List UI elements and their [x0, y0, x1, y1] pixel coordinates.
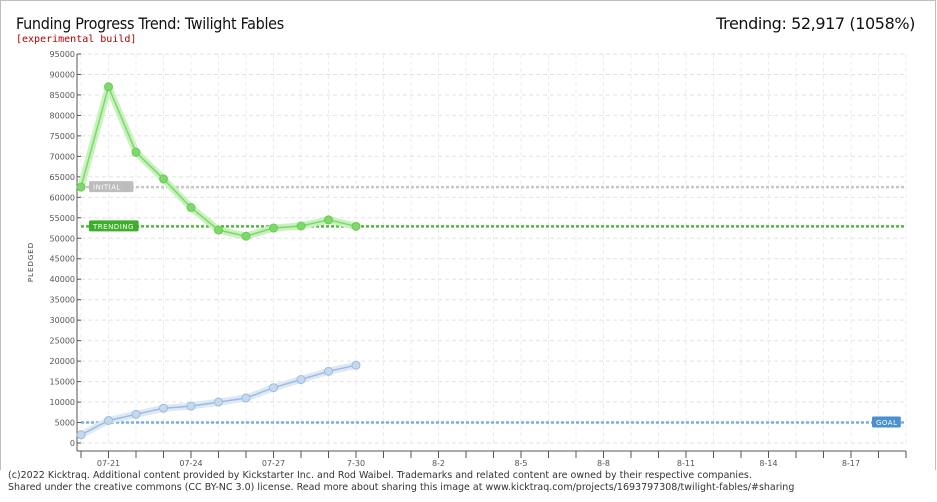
- x-tick-label: 7-30: [347, 459, 365, 468]
- data-point-pledged: [351, 360, 361, 370]
- data-point-trend: [296, 221, 306, 231]
- data-point-trend: [269, 223, 278, 233]
- data-point-pledged: [324, 366, 333, 376]
- y-tick-label: 0: [70, 439, 75, 448]
- y-tick-label: 55000: [50, 214, 75, 223]
- y-tick-label: 75000: [50, 132, 75, 141]
- data-point-pledged: [241, 393, 251, 403]
- data-point-pledged: [104, 415, 113, 425]
- data-point-trend: [324, 215, 333, 225]
- footer-line-1: (c)2022 Kicktraq. Additional content pro…: [8, 470, 752, 481]
- data-point-trend: [214, 225, 223, 235]
- y-tick-label: 30000: [50, 316, 75, 325]
- data-point-trend: [351, 221, 361, 231]
- reference-label-goal: GOAL: [876, 419, 898, 427]
- x-tick-label: 07-27: [262, 459, 285, 468]
- y-tick-label: 65000: [50, 173, 75, 182]
- y-tick-label: 90000: [50, 70, 75, 79]
- footer-credits: (c)2022 Kicktraq. Additional content pro…: [8, 470, 794, 494]
- data-point-pledged: [296, 375, 306, 385]
- y-tick-label: 15000: [50, 378, 75, 387]
- grid: [80, 53, 907, 444]
- series-layer: [76, 82, 361, 440]
- x-tick-label: 8-8: [597, 459, 610, 468]
- y-tick-label: 25000: [50, 337, 75, 346]
- y-tick-label: 85000: [50, 91, 75, 100]
- y-tick-label: 20000: [50, 357, 75, 366]
- x-tick-label: 8-17: [842, 459, 860, 468]
- reference-tag-trending: [89, 220, 139, 232]
- data-point-pledged: [214, 397, 223, 407]
- x-tick-label: 8-2: [432, 459, 445, 468]
- y-tick-label: 60000: [50, 193, 75, 202]
- reference-label-initial: INITIAL: [93, 184, 121, 192]
- y-tick-label: 35000: [50, 296, 75, 305]
- data-point-trend: [159, 174, 168, 184]
- funding-chart: 0 5000 10000 15000 20000 25000 30000 35000 40000…: [0, 0, 936, 470]
- data-point-trend: [131, 147, 141, 157]
- x-tick-label: 07-24: [179, 459, 202, 468]
- trending-summary: Trending: 52,917 (1058%): [716, 14, 915, 33]
- data-point-pledged: [186, 401, 196, 411]
- x-tick-label: 07-21: [97, 459, 120, 468]
- chart-title: Funding Progress Trend: Twilight Fables: [16, 14, 284, 33]
- reference-lines: INITIAL TRENDING GOAL: [81, 181, 906, 428]
- y-tick-label: 80000: [50, 111, 75, 120]
- reference-tag-goal: [872, 416, 901, 428]
- y-tick-label: 95000: [50, 50, 75, 59]
- y-tick-label: 50000: [50, 234, 75, 243]
- data-point-pledged: [131, 409, 141, 419]
- data-point-pledged: [76, 430, 86, 440]
- build-note: [experimental build]: [16, 34, 137, 45]
- y-tick-label: 45000: [50, 255, 75, 264]
- data-point-trend: [104, 82, 113, 92]
- x-tick-label: 8-5: [514, 459, 527, 468]
- data-point-trend: [76, 182, 86, 192]
- y-axis-label: PLEDGED: [27, 242, 35, 282]
- data-point-pledged: [269, 383, 278, 393]
- y-tick-label: 40000: [50, 275, 75, 284]
- y-tick-label: 5000: [55, 419, 75, 428]
- x-axis: 07-21 07-24 07-27 7-30 8-2 8-5 8-8 8-11 8-14 8-17: [77, 450, 907, 468]
- data-point-pledged: [159, 403, 168, 413]
- data-point-trend: [241, 231, 251, 241]
- footer-line-2: Shared under the creative commons (CC BY…: [8, 482, 795, 493]
- y-tick-label: 10000: [50, 398, 75, 407]
- x-tick-label: 8-11: [677, 459, 695, 468]
- y-axis: 0 5000 10000 15000 20000 25000 30000 35000 40000…: [50, 50, 81, 451]
- outer-border: [0, 0, 936, 470]
- reference-tag-initial: [89, 181, 134, 193]
- data-point-trend: [186, 203, 196, 213]
- reference-label-trending: TRENDING: [92, 223, 134, 231]
- y-tick-label: 70000: [50, 152, 75, 161]
- x-tick-label: 8-14: [759, 459, 777, 468]
